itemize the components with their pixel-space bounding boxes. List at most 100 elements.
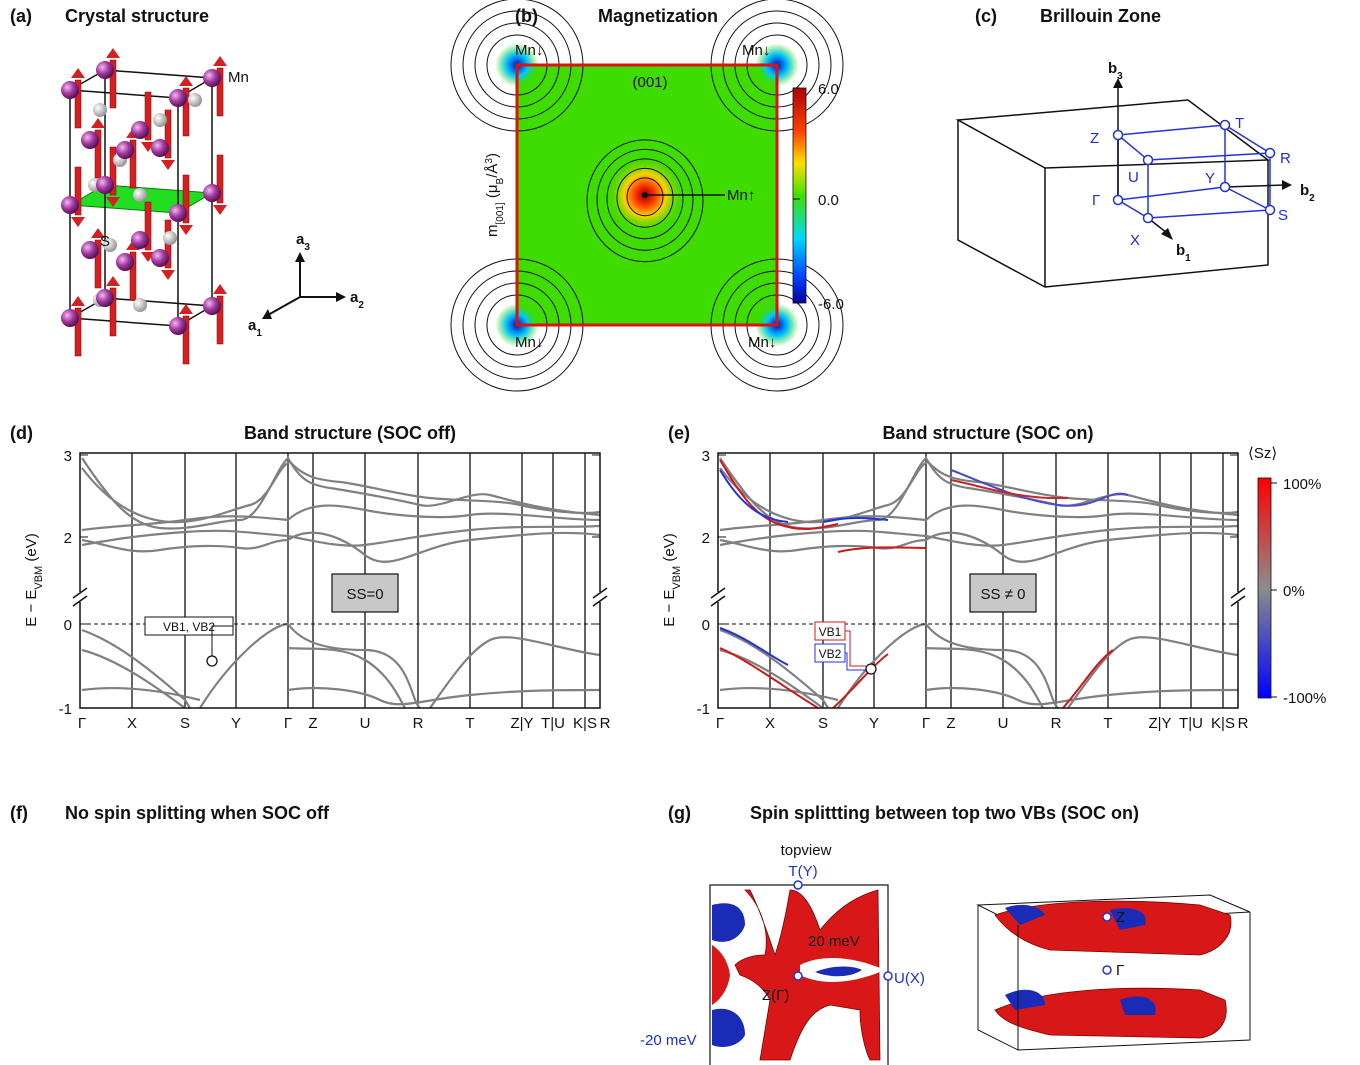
k-label: Z — [1116, 909, 1125, 926]
axis-head — [336, 292, 346, 302]
annotation: (001) — [632, 74, 667, 91]
band — [925, 646, 1044, 709]
x-tick-label: R — [1238, 715, 1249, 732]
spin-arrowhead — [106, 197, 120, 207]
vector-label-part: b — [1176, 242, 1185, 259]
mn-atom — [203, 69, 221, 87]
axis-title: E − EVBM (eV) — [661, 533, 683, 626]
x-tick-label: U — [360, 715, 371, 732]
axis-label: a2 — [350, 289, 364, 311]
spin-band — [950, 469, 1129, 507]
x-tick-label: R — [1051, 715, 1062, 732]
band — [719, 628, 829, 709]
x-tick-label: Γ — [922, 715, 930, 732]
axis-title-part: B — [495, 177, 506, 184]
k-label: Y — [1205, 170, 1215, 187]
x-tick-label: T — [465, 715, 474, 732]
ibz-edge — [1224, 124, 1271, 154]
spin-band — [837, 546, 927, 553]
s-atom — [133, 298, 147, 312]
spin-arrowhead — [71, 296, 85, 306]
panel-label: (f) — [10, 803, 28, 823]
corner-label: Mn↓ — [515, 334, 543, 351]
corner-label: Mn↓ — [742, 42, 770, 59]
k-point — [1219, 119, 1231, 131]
axis-title-part: VBM — [33, 566, 45, 590]
band — [81, 686, 201, 702]
k-point — [1219, 181, 1231, 193]
x-tick-label: Z|Y — [1148, 715, 1171, 732]
mn-atom — [151, 249, 169, 267]
contour — [606, 158, 684, 240]
mn-atom — [131, 121, 149, 139]
mn-atom — [203, 297, 221, 315]
spin-band — [719, 469, 789, 523]
axis-label: a1 — [248, 317, 262, 339]
colorbar-label: 0.0 — [818, 192, 839, 209]
marker — [206, 655, 218, 667]
spin-arrowhead — [213, 284, 227, 294]
x-tick-label: T|U — [541, 715, 565, 732]
mn-atom — [169, 89, 187, 107]
ibz-edge — [1117, 134, 1149, 161]
axis-label-part: 1 — [256, 328, 262, 339]
y-tick-label: -1 — [697, 701, 710, 718]
axis-break — [592, 587, 608, 607]
axis-break — [72, 587, 88, 607]
axis-label-part: a — [350, 289, 359, 306]
axis-title-part: VBM — [671, 566, 683, 590]
axis-label-part: a — [296, 231, 305, 248]
band — [81, 524, 601, 547]
spin-arrowhead — [213, 205, 227, 215]
spin-arrowhead — [141, 142, 155, 152]
axis-title-part: /Å — [484, 164, 501, 178]
band — [429, 636, 601, 709]
axis-title-part: [001] — [495, 202, 506, 224]
axis-break — [1230, 587, 1246, 607]
map-frame — [515, 63, 779, 327]
panel-title: No spin splitting when SOC off — [65, 803, 330, 823]
spin-arrow — [182, 315, 190, 365]
spin-arrowhead — [106, 48, 120, 58]
axis-label-part: 3 — [304, 242, 310, 253]
spin-arrowhead — [91, 118, 105, 128]
isosurface-negative — [1110, 908, 1146, 930]
x-tick-label: U — [998, 715, 1009, 732]
band — [81, 648, 186, 709]
band-plot: 320-1Γ X S Y Γ Z U R T Z|Y T|U K|S RE − EVBM (eV)SS … — [661, 448, 1249, 732]
k-point — [883, 971, 893, 981]
isosurface-positive — [994, 987, 1227, 1039]
mn-atom — [96, 289, 114, 307]
note: VB1, VB2 — [163, 620, 215, 634]
vector-head — [1282, 180, 1292, 190]
x-tick-label: Z — [946, 715, 955, 732]
vector-head — [1113, 78, 1123, 88]
colorbar — [1257, 477, 1272, 699]
x-tick-label: R — [600, 715, 611, 732]
vector-label: b2 — [1300, 182, 1315, 204]
axis-label-part: a — [248, 317, 257, 334]
x-tick-label: Γ — [284, 715, 292, 732]
axis-head — [295, 252, 305, 262]
ss-box — [331, 573, 399, 613]
level-label: -20 meV — [640, 1032, 697, 1049]
vector-head — [1161, 228, 1173, 240]
y-tick-label: 2 — [64, 530, 72, 547]
spin-arrowhead — [106, 276, 120, 286]
plot-frame — [717, 452, 1239, 709]
panel-label: (a) — [10, 6, 32, 26]
k-label: T — [1235, 115, 1244, 132]
mn-atom — [203, 184, 221, 202]
mn-atom — [96, 176, 114, 194]
axis-break — [710, 587, 726, 607]
k-label: U(X) — [894, 970, 925, 987]
spin-arrow — [109, 287, 117, 337]
axis-title-part: E − E — [23, 590, 40, 627]
spin-band — [950, 479, 1069, 500]
s-atom — [163, 231, 177, 245]
spin-band — [822, 517, 889, 523]
spin-arrowhead — [161, 270, 175, 280]
spin-arrow — [164, 109, 172, 159]
view-label: topview — [781, 842, 832, 859]
spin-arrow — [144, 201, 152, 251]
